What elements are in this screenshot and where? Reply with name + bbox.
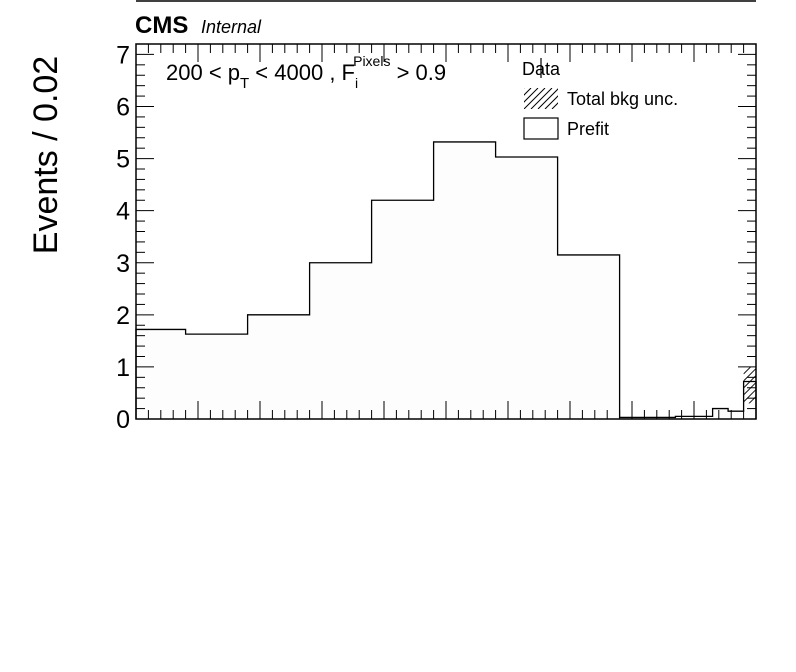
legend-entry-total-bkg-unc: Total bkg unc.	[524, 88, 678, 109]
legend-label-prefit: Prefit	[567, 119, 609, 139]
y-tick-label: 1	[116, 354, 130, 382]
y-tick-label: 3	[116, 250, 130, 278]
histogram-bin-5	[433, 141, 496, 419]
plot-frame	[135, 43, 757, 420]
histogram-bin-10	[712, 408, 729, 419]
y-tick-label: 0	[116, 406, 130, 434]
y-tick-label: 7	[116, 41, 130, 69]
histogram-bin-12	[743, 381, 756, 419]
y-axis-title: Events / 0.02	[27, 56, 65, 254]
region-label-suffix: > 0.9	[390, 60, 446, 85]
region-label-prefix: 200 < p	[166, 60, 240, 85]
y-tick-label: 6	[116, 94, 130, 122]
legend-entry-data: Data	[522, 58, 561, 79]
y-tick-labels: 0 1 2 3 4 5 6 7	[116, 41, 130, 434]
histogram-bin-8	[619, 417, 676, 419]
legend-label-data: Data	[522, 59, 561, 79]
histogram-bin-4	[371, 200, 434, 419]
plot-area: 0 1 2 3 4 5 6 7	[116, 41, 757, 434]
y-tick-label: 5	[116, 146, 130, 174]
internal-label: Internal	[201, 17, 262, 37]
histogram-fill-layer	[136, 141, 756, 420]
cms-label: CMS	[135, 12, 188, 39]
prefit-histogram-outline	[135, 141, 757, 419]
y-tick-label: 4	[116, 198, 130, 226]
histogram-bin-6	[495, 157, 558, 420]
legend-entry-prefit: Prefit	[523, 117, 609, 140]
axis-ticks	[135, 43, 757, 420]
region-label-pt-subscript: T	[240, 75, 249, 92]
histogram-bin-2	[247, 314, 310, 419]
histogram-bin-11	[728, 411, 744, 419]
region-label-f-superscript: Pixels	[353, 53, 390, 69]
legend-prefit-swatch	[523, 117, 559, 140]
region-label: 200 < pT < 4000 , Fi Pixels > 0.9	[166, 53, 446, 92]
y-tick-label: 2	[116, 302, 130, 330]
histogram-bin-3	[309, 262, 372, 419]
region-label-middle: < 4000 , F	[249, 60, 355, 85]
histogram-bin-7	[557, 254, 620, 419]
region-label-f-subscript: i	[355, 75, 358, 91]
legend-hatch-swatch	[524, 88, 558, 109]
histogram-bin-1	[185, 334, 248, 419]
legend-label-total-bkg-unc: Total bkg unc.	[567, 89, 678, 109]
histogram-bin-0	[136, 329, 186, 419]
legend: Data Total bkg unc. Prefit	[522, 58, 678, 140]
